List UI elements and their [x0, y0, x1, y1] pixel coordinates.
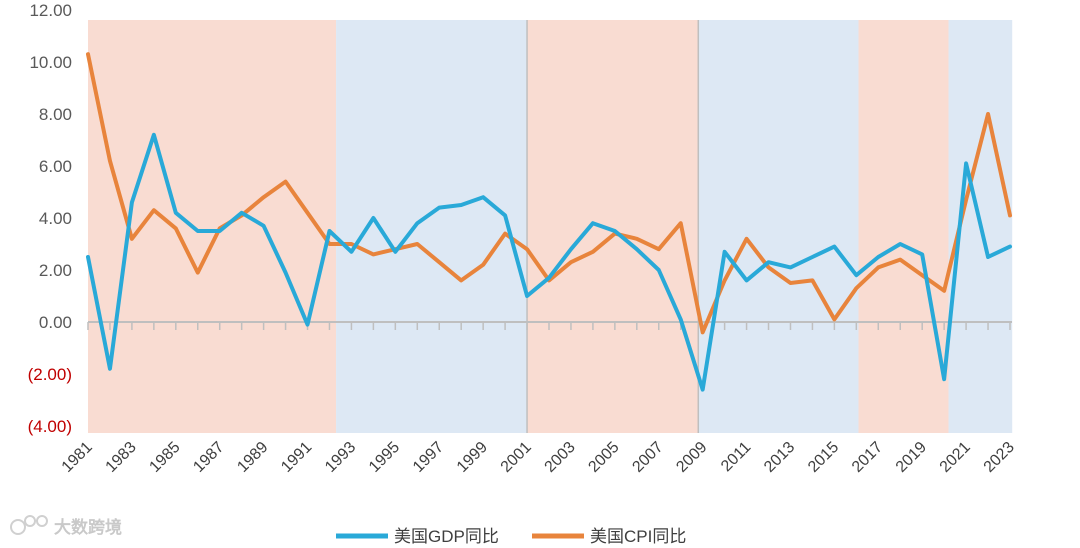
x-tick-label: 2001 [498, 439, 535, 476]
shaded-region-4 [698, 20, 859, 433]
y-tick-label: 10.00 [29, 53, 72, 72]
x-tick-label: 1983 [103, 439, 140, 476]
legend-label-cpi: 美国CPI同比 [590, 527, 686, 546]
x-tick-label: 2003 [542, 439, 579, 476]
x-tick-label: 2023 [981, 439, 1018, 476]
y-tick-label: 12.00 [29, 1, 72, 20]
x-tick-label: 2017 [849, 439, 886, 476]
x-tick-label: 1999 [454, 439, 491, 476]
y-tick-label: 2.00 [39, 261, 72, 280]
shaded-region-5 [858, 20, 949, 433]
y-tick-label: 0.00 [39, 313, 72, 332]
x-tick-label: 2021 [937, 439, 974, 476]
x-tick-label: 1985 [146, 439, 183, 476]
shaded-region-3 [527, 20, 699, 433]
legend-label-gdp: 美国GDP同比 [394, 527, 499, 546]
y-axis: 12.00 10.00 8.00 6.00 4.00 2.00 0.00 (2.00) (4.0… [28, 1, 72, 436]
shaded-region-2 [336, 20, 528, 433]
series-line-gdp [86, 132, 1012, 392]
watermark-logo-icon [10, 515, 48, 535]
y-tick-label: (4.00) [28, 417, 72, 436]
y-tick-label: 6.00 [39, 157, 72, 176]
x-tick-label: 2013 [761, 439, 798, 476]
regions-layer [88, 20, 1013, 433]
x-tick-label: 2009 [673, 439, 710, 476]
x-tick-label: 2005 [585, 439, 622, 476]
watermark: 大数跨境 [10, 515, 122, 537]
y-tick-label: 4.00 [39, 209, 72, 228]
x-tick-label: 1981 [59, 439, 96, 476]
x-tick-label: 2007 [629, 439, 666, 476]
series-line-cpi [86, 52, 1012, 335]
x-tick-label: 1987 [190, 439, 227, 476]
watermark-text: 大数跨境 [54, 517, 122, 537]
y-tick-label: 8.00 [39, 105, 72, 124]
x-tick-label: 1989 [234, 439, 271, 476]
legend: 美国GDP同比 美国CPI同比 [336, 527, 686, 546]
x-tick-label: 2019 [893, 439, 930, 476]
x-tick-label: 2011 [718, 439, 754, 475]
y-tick-label: (2.00) [28, 365, 72, 384]
x-tick-label: 1991 [278, 439, 315, 476]
x-tick-label: 1997 [410, 439, 447, 476]
series-layer [86, 52, 1012, 392]
shaded-region-1 [88, 20, 337, 433]
x-tick-label: 1993 [322, 439, 359, 476]
x-tick-label: 1995 [366, 439, 403, 476]
x-tick-label: 2015 [805, 439, 842, 476]
